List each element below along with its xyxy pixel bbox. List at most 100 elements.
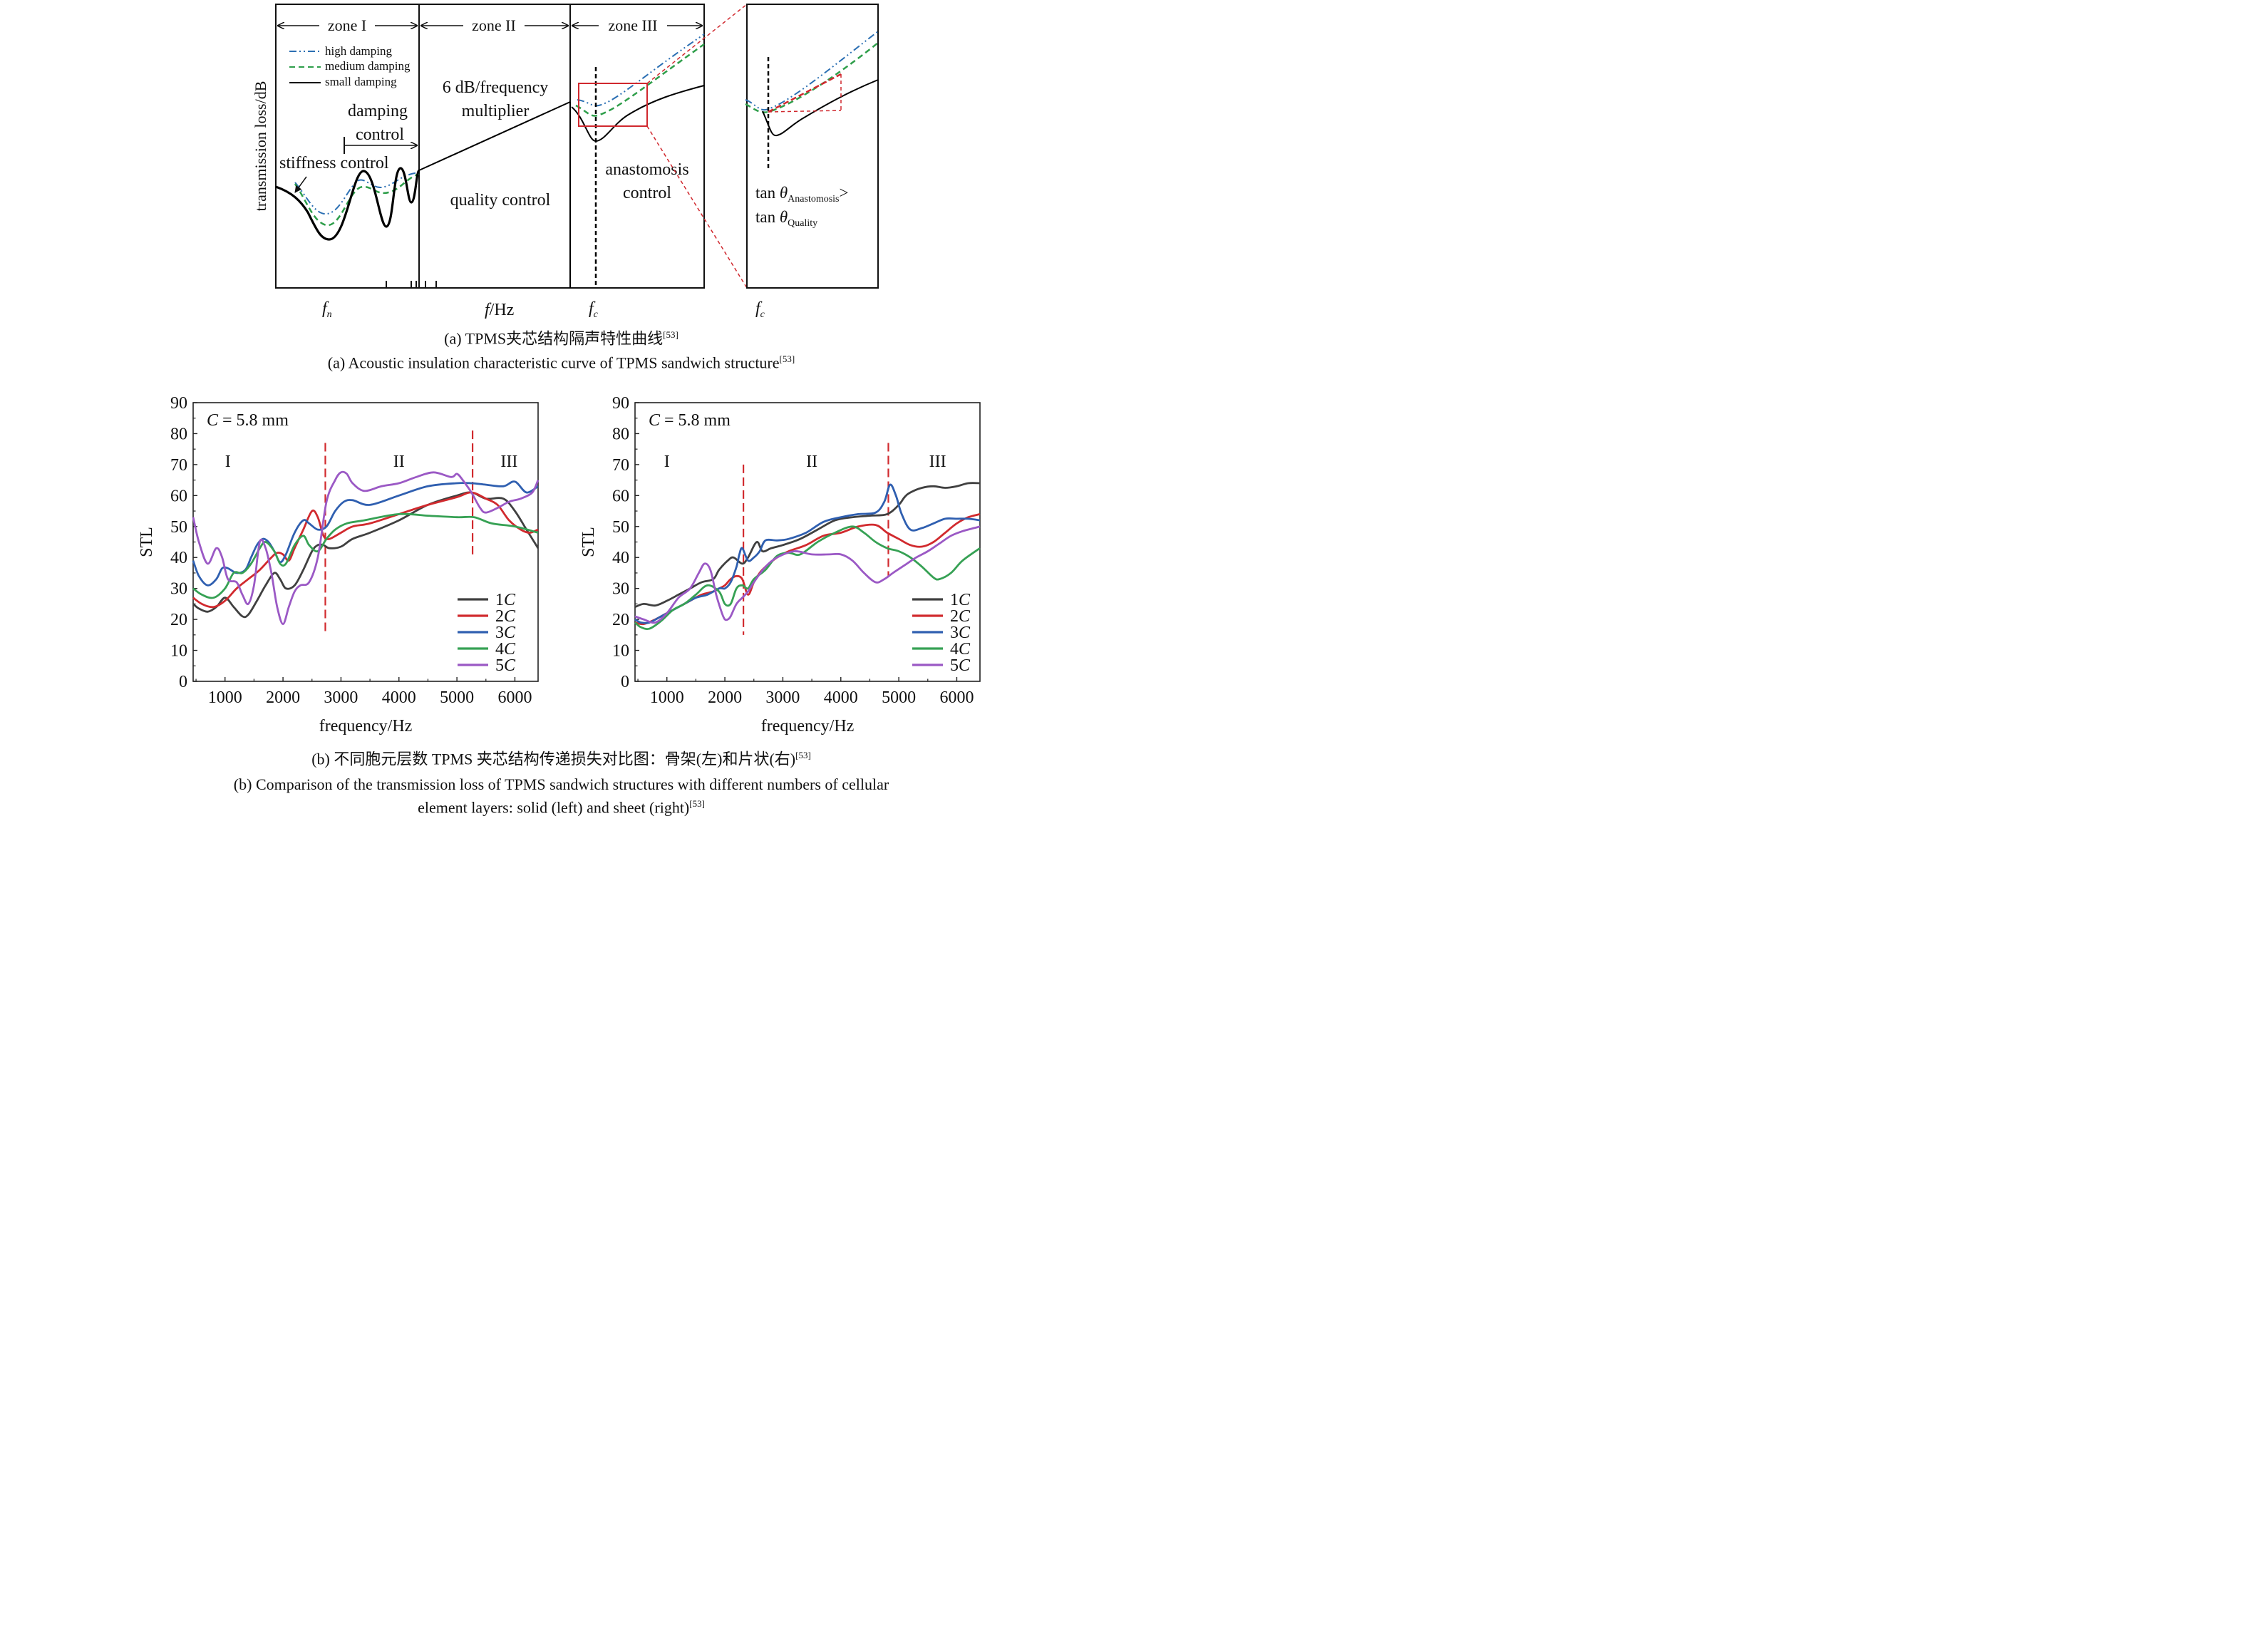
series-5C-line [192,470,540,625]
y-axis-label-a: transmission loss/dB [252,81,269,212]
y-tick-label: 50 [170,518,187,537]
y-tick-label: 20 [170,611,187,629]
anastomosis-label-1: anastomosis [605,160,688,179]
stl-chart-solid: 0 10 20 30 40 50 60 70 80 90 1000 2000 3000 4000 5000 6… [138,394,540,735]
y-tick-label: 0 [179,673,187,691]
y-tick-label: 70 [612,456,629,475]
y-tick-label: 40 [170,549,187,567]
legend-label: 2C [495,607,516,626]
series-2C-line [192,491,539,609]
legend-label: 3C [950,624,971,642]
plot-frame-a [275,4,705,289]
x-axis-label: frequency/Hz [319,717,413,735]
legend-label: 5C [950,656,971,675]
stl-chart-sheet: 0 10 20 30 40 50 60 70 80 90 1000 2000 3000 4000 5000 6… [579,394,981,735]
legend-label: 4C [950,640,971,659]
y-axis-label: STL [138,527,156,557]
six-db-label-1: 6 dB/frequency [443,78,549,97]
region-label: I [664,453,670,471]
medium-damping-curve-zone1 [294,172,420,227]
x-tick-label: 3000 [324,688,358,707]
high-damping-curve-zone3 [577,33,705,107]
x-tick-label: 6000 [497,688,532,707]
y-tick-label: 50 [612,518,629,537]
x-tick-label: 2000 [708,688,742,707]
tan-anastomosis-label: tan θAnastomosis> [755,184,849,205]
stiffness-control-label: stiffness control [279,154,389,172]
legend-label: 2C [950,607,971,626]
series-5C-line [634,525,981,624]
fn-label: fn [322,299,332,320]
y-tick-label: 10 [170,642,187,661]
y-tick-label: 20 [612,611,629,629]
caption-b-chinese: (b) 不同胞元层数 TPMS 夹芯结构传递损失对比图：骨架(左)和片状(右)[… [311,750,811,768]
legend-label: 1C [950,591,971,609]
x-tick-label: 1000 [650,688,684,707]
zone-1-label: zone I [328,16,366,34]
bottom-ticks-a [386,281,437,288]
x-tick-label: 2000 [266,688,300,707]
region-label: III [500,453,517,471]
quality-control-label: quality control [450,191,551,210]
series-2C-line [634,513,981,626]
y-tick-label: 30 [612,580,629,599]
figure-a-schematic: zone I zone II zone III transmission los… [252,4,879,320]
y-tick-label: 10 [612,642,629,661]
series-3C-line [634,483,981,624]
chart-annotation: C = 5.8 mm [207,411,289,430]
x-tick-label: 6000 [939,688,974,707]
legend-small-damping: small damping [325,75,397,88]
legend-label: 1C [495,591,516,609]
y-tick-label: 90 [170,394,187,413]
plot-frame [192,402,539,682]
region-label: I [225,453,231,471]
damping-control-label-1: damping [348,102,408,120]
chart-annotation: C = 5.8 mm [649,411,731,430]
legend-label: 4C [495,640,516,659]
x-axis-label: frequency/Hz [761,717,855,735]
inset-fc-label: fc [755,299,765,320]
series-4C-line [192,512,539,599]
damping-control-label-2: control [356,125,404,144]
y-tick-label: 90 [612,394,629,413]
y-tick-label: 0 [621,673,629,691]
y-tick-label: 60 [170,487,187,505]
y-tick-label: 40 [612,549,629,567]
caption-a-english: (a) Acoustic insulation characteristic c… [327,353,795,372]
y-axis-label: STL [579,527,598,557]
x-tick-label: 4000 [824,688,858,707]
y-tick-label: 80 [170,425,187,443]
plot-frame [634,402,981,682]
small-damping-curve-zone3 [571,85,705,143]
y-tick-label: 80 [612,425,629,443]
tan-quality-label: tan θQuality [755,208,817,229]
legend-high-damping: high damping [325,44,392,58]
series-3C-line [192,480,539,587]
small-damping-curve-zone2 [418,101,571,171]
legend-a: high damping medium damping small dampin… [289,44,411,88]
x-axis-label-a: f/Hz [485,301,514,319]
anastomosis-label-2: control [623,184,671,202]
inset-panel: tan θAnastomosis> tan θQuality [745,4,879,289]
legend-medium-damping: medium damping [325,59,411,73]
caption-b-english-line1: (b) Comparison of the transmission loss … [233,775,889,793]
x-tick-label: 5000 [882,688,916,707]
zone-3-label: zone III [608,16,657,34]
x-tick-label: 1000 [208,688,242,707]
legend-label: 5C [495,656,516,675]
caption-b-english-line2: element layers: solid (left) and sheet (… [418,798,705,817]
six-db-label-2: multiplier [462,102,530,120]
region-label: III [929,453,946,471]
zoom-connector-bottom [646,125,748,289]
stiffness-control-arrow [294,176,307,193]
zone-2-label: zone II [472,16,516,34]
fc-label: fc [589,299,599,320]
small-damping-curve-zone1 [275,167,420,241]
x-tick-label: 3000 [765,688,800,707]
legend-label: 3C [495,624,516,642]
y-tick-label: 30 [170,580,187,599]
region-label: II [393,453,405,471]
medium-damping-curve-zone3 [575,43,705,117]
